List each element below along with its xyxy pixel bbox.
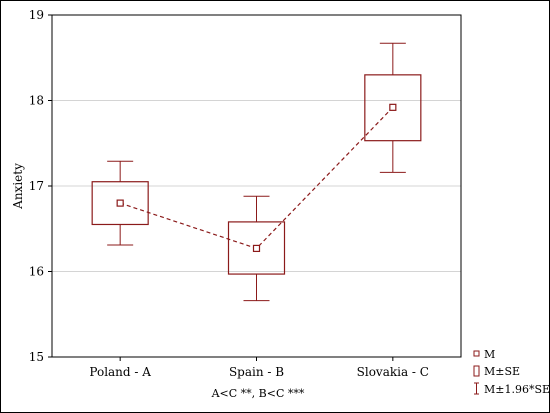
significance-note: A<C **, B<C *** [211, 387, 305, 400]
y-tick-label: 16 [29, 265, 44, 279]
y-tick-label: 19 [29, 8, 44, 22]
mean-connector-line [119, 106, 394, 250]
x-category-label: Poland - A [89, 365, 151, 379]
se-box [364, 74, 422, 142]
marks-layer [91, 42, 422, 302]
se-box [227, 221, 286, 275]
mean-point [252, 244, 261, 253]
se-box [91, 181, 149, 226]
legend: M M±SE M±1.96*SE [473, 348, 550, 396]
legend-label: M [484, 348, 495, 361]
x-category-label: Spain - B [229, 365, 284, 379]
legend-mean-symbol [473, 350, 480, 357]
legend-se-symbol [473, 365, 480, 377]
y-tick-label: 18 [29, 94, 44, 108]
y-tick-label: 17 [29, 179, 44, 193]
mean-point [389, 103, 397, 111]
axis-layer: 15 16 17 18 19 Poland - A Spain - B Slovakia - … [29, 8, 429, 379]
y-tick-label: 15 [29, 350, 44, 364]
legend-label: M±SE [484, 365, 520, 378]
y-axis-label: Anxiety [11, 163, 25, 210]
mean-point [116, 199, 124, 207]
grid-layer [52, 100, 461, 272]
legend-label: M±1.96*SE [484, 383, 550, 396]
x-category-label: Slovakia - C [357, 365, 429, 379]
